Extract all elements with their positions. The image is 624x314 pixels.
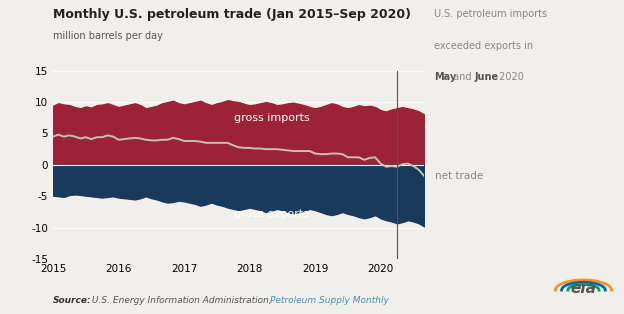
Text: Petroleum Supply Monthly: Petroleum Supply Monthly	[270, 295, 389, 305]
Text: June: June	[475, 72, 499, 82]
Text: 2020: 2020	[496, 72, 524, 82]
Text: net trade: net trade	[435, 171, 484, 181]
Text: U.S. petroleum imports: U.S. petroleum imports	[434, 9, 547, 19]
Text: gross imports: gross imports	[233, 113, 310, 123]
Text: and: and	[450, 72, 474, 82]
Text: Source:: Source:	[53, 295, 92, 305]
Text: U.S. Energy Information Administration,: U.S. Energy Information Administration,	[89, 295, 275, 305]
Text: eia: eia	[570, 281, 597, 296]
Text: gross exports: gross exports	[234, 209, 309, 219]
Text: million barrels per day: million barrels per day	[53, 31, 163, 41]
Text: May: May	[434, 72, 456, 82]
Text: Monthly U.S. petroleum trade (Jan 2015–Sep 2020): Monthly U.S. petroleum trade (Jan 2015–S…	[53, 8, 411, 21]
Text: exceeded exports in: exceeded exports in	[434, 41, 533, 51]
